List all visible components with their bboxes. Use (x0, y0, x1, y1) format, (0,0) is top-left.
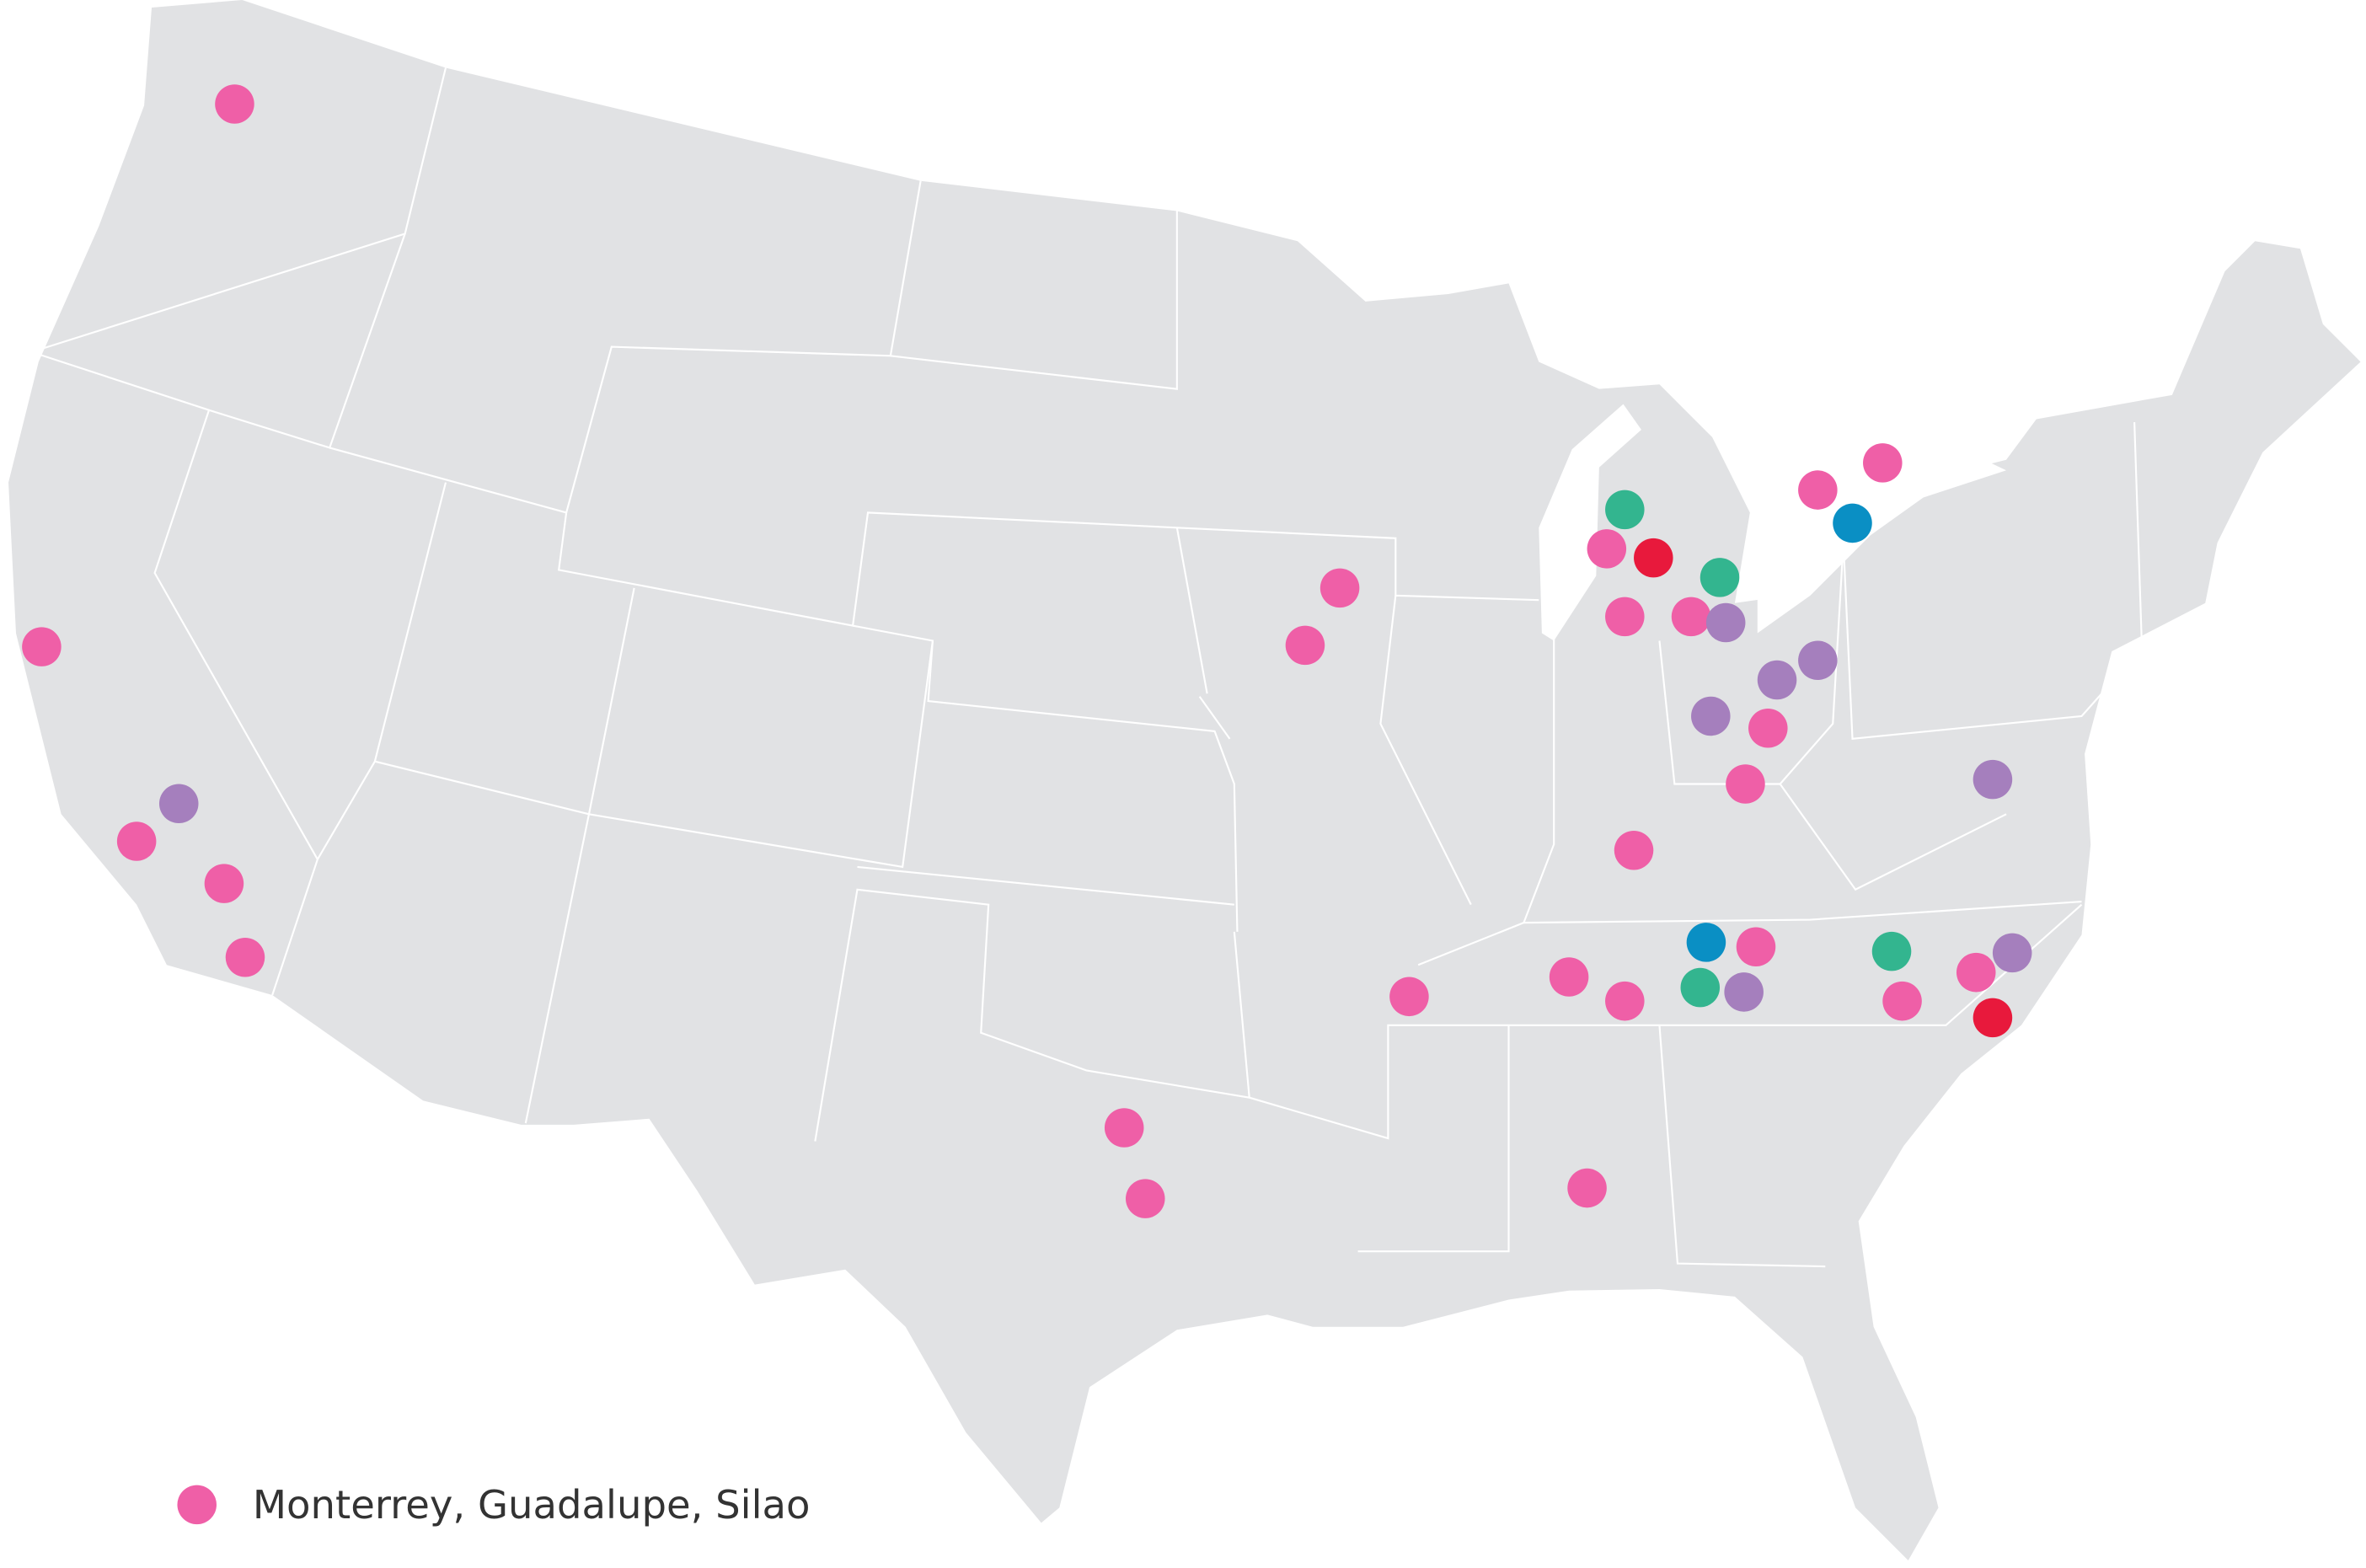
location-dot (1798, 470, 1838, 510)
location-dot (1724, 972, 1764, 1012)
location-dot (1104, 1108, 1144, 1148)
lake-michigan (1539, 404, 1641, 641)
location-dot (1605, 597, 1645, 637)
location-dot (1605, 490, 1645, 530)
location-dot (1686, 923, 1726, 962)
location-dot (1320, 568, 1360, 608)
location-dot (1285, 625, 1325, 666)
location-dot (1605, 981, 1645, 1021)
location-dot (1726, 764, 1765, 804)
location-dot (1736, 927, 1776, 967)
location-dot (1882, 981, 1922, 1021)
legend-swatch (177, 1485, 217, 1525)
state-borders (38, 67, 2144, 1268)
location-dot (1956, 952, 1996, 993)
us-outline (8, 0, 2361, 1561)
location-dot (158, 784, 199, 824)
location-dot (225, 938, 265, 977)
location-dot (1992, 933, 2032, 973)
location-dot (1567, 1168, 1607, 1208)
location-dot (1634, 538, 1673, 578)
location-dot (1691, 696, 1731, 736)
location-dot (1973, 759, 2013, 800)
location-dot (1389, 977, 1429, 1017)
location-dot (1614, 830, 1654, 870)
legend-label: Monterrey, Guadalupe, Silao (253, 1482, 811, 1528)
location-dot (1871, 931, 1912, 971)
location-dot (1587, 529, 1627, 569)
location-dot (1798, 640, 1838, 681)
location-dot (116, 821, 157, 861)
location-dot (1833, 503, 1872, 543)
location-dot (1671, 597, 1711, 637)
location-dot (215, 84, 254, 124)
location-dot (1863, 443, 1903, 483)
location-dot (1757, 660, 1797, 700)
location-dot (22, 627, 62, 666)
location-dot (1748, 709, 1788, 748)
location-dot (1973, 998, 2013, 1038)
location-dot (1549, 957, 1589, 997)
location-dot (1705, 602, 1746, 643)
location-dot (1700, 558, 1740, 597)
location-dot (1680, 967, 1721, 1008)
location-dot (204, 864, 244, 903)
location-dot (1126, 1179, 1165, 1218)
location-dots (22, 84, 2032, 1218)
